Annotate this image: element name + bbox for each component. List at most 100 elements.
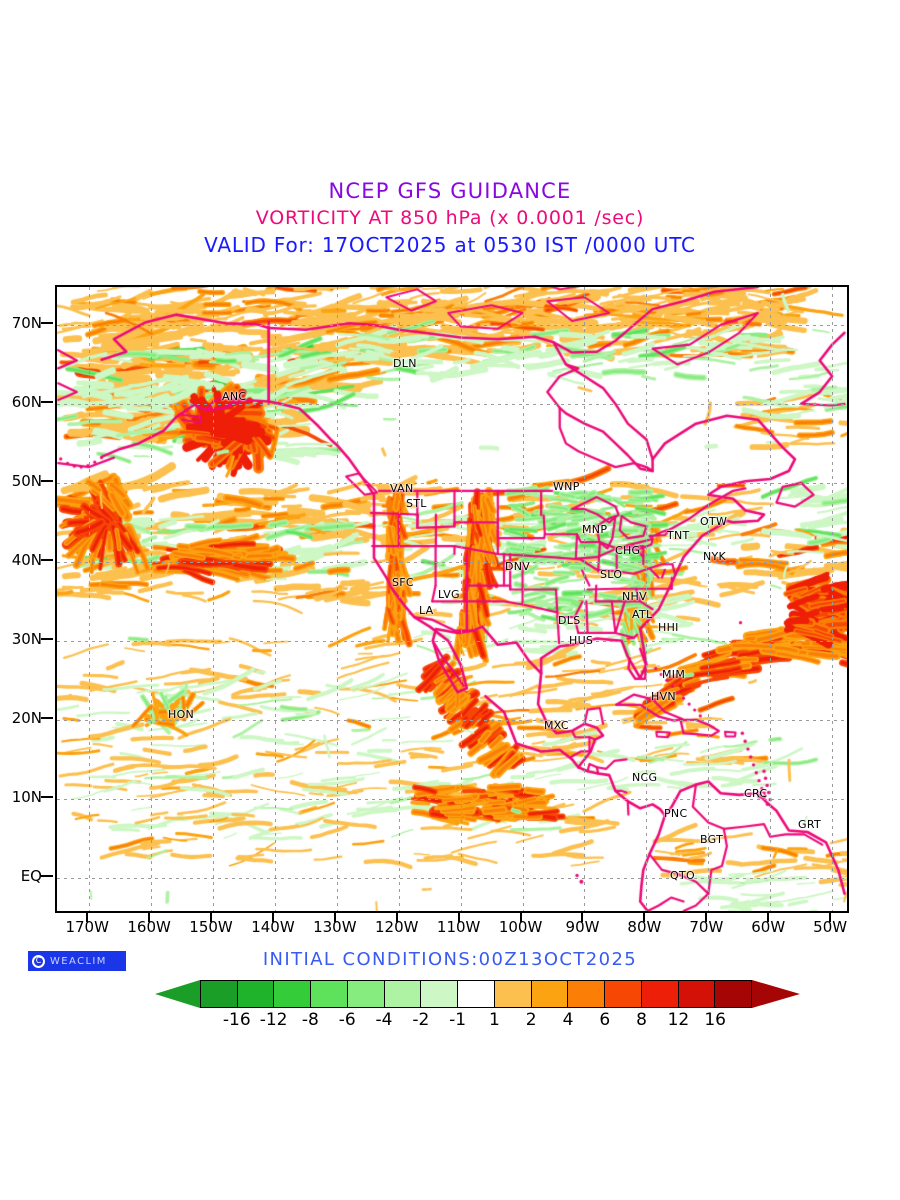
city-label: DLN	[393, 357, 417, 370]
longitude-tick-label: 120W	[375, 918, 419, 936]
colorbar-segment	[458, 981, 495, 1007]
city-label: SFC	[392, 576, 414, 589]
colorbar-tick-label: 16	[704, 1010, 727, 1030]
colorbar-segment	[201, 981, 238, 1007]
colorbar-tick-label: -12	[259, 1010, 288, 1030]
colorbar-segment	[384, 981, 422, 1007]
longitude-tick-mark	[705, 913, 708, 922]
colorbar-tick-label: -4	[375, 1010, 393, 1030]
colorbar-tick-label: 8	[636, 1010, 648, 1030]
city-label: CRC	[744, 787, 768, 800]
city-label: SLO	[600, 568, 623, 581]
city-label: DNV	[505, 560, 531, 573]
city-label: NYK	[703, 550, 727, 563]
latitude-tick-mark	[41, 795, 53, 798]
city-label: TNT	[667, 529, 690, 542]
colorbar-segment	[641, 981, 679, 1007]
longitude-tick-mark	[148, 913, 151, 922]
city-label: LVG	[438, 588, 460, 601]
longitude-tick-label: 90W	[565, 918, 600, 936]
latitude-tick-label: 40N	[11, 550, 42, 569]
city-label: LA	[419, 604, 434, 617]
latitude-tick-mark	[41, 874, 53, 877]
longitude-tick-label: 170W	[65, 918, 109, 936]
longitude-tick-label: 80W	[627, 918, 662, 936]
colorbar-tick-label: 1	[488, 1010, 500, 1030]
longitude-tick-mark	[767, 913, 770, 922]
city-label: MIM	[662, 668, 686, 681]
longitude-tick-label: 130W	[313, 918, 357, 936]
vorticity-heatmap-canvas	[57, 287, 847, 911]
city-label: HON	[168, 708, 195, 721]
latitude-tick-label: 60N	[11, 392, 42, 411]
colorbar-segment	[274, 981, 312, 1007]
city-label: PNC	[664, 807, 688, 820]
longitude-tick-mark	[210, 913, 213, 922]
colorbar-segment	[494, 981, 532, 1007]
city-label: VAN	[390, 482, 414, 495]
latitude-tick-label: 50N	[11, 471, 42, 490]
latitude-tick-mark	[41, 716, 53, 719]
colorbar-arrow-low	[155, 980, 200, 1008]
latitude-tick-label: 30N	[11, 629, 42, 648]
latitude-tick-mark	[41, 400, 53, 403]
city-label: STL	[406, 497, 427, 510]
longitude-tick-mark	[333, 913, 336, 922]
longitude-tick-mark	[643, 913, 646, 922]
longitude-tick-label: 110W	[436, 918, 481, 936]
title-valid-for: VALID For: 17OCT2025 at 0530 IST /0000 U…	[204, 233, 696, 257]
latitude-tick-mark	[41, 637, 53, 640]
longitude-tick-mark	[581, 913, 584, 922]
latitude-tick-mark	[41, 321, 53, 324]
colorbar-tick-label: -16	[222, 1010, 251, 1030]
city-label: HVN	[651, 690, 676, 703]
colorbar-tick-label: 2	[525, 1010, 537, 1030]
city-label: ANC	[222, 390, 247, 403]
colorbar-segment	[678, 981, 716, 1007]
longitude-tick-label: 70W	[689, 918, 724, 936]
longitude-tick-label: 100W	[498, 918, 543, 936]
longitude-tick-mark	[457, 913, 460, 922]
colorbar-segment	[531, 981, 569, 1007]
colorbar-tick-label: -8	[301, 1010, 319, 1030]
title-subtitle: VORTICITY AT 850 hPa (x 0.0001 /sec)	[255, 207, 645, 229]
longitude-tick-label: 160W	[127, 918, 171, 936]
colorbar-arrow-high	[752, 980, 800, 1008]
colorbar-segment	[237, 981, 275, 1007]
title-block: NCEP GFS GUIDANCE VORTICITY AT 850 hPa (…	[0, 178, 900, 259]
city-label: WNP	[553, 480, 580, 493]
longitude-tick-label: 150W	[189, 918, 233, 936]
city-label: NHV	[622, 590, 647, 603]
longitude-tick-mark	[519, 913, 522, 922]
city-label: OTW	[700, 515, 728, 528]
colorbar-segments	[200, 980, 752, 1008]
latitude-tick-label: 20N	[11, 708, 42, 727]
colorbar-segment	[715, 981, 752, 1007]
colorbar-tick-label: -1	[449, 1010, 467, 1030]
page-title: NCEP GFS GUIDANCE	[328, 179, 572, 203]
colorbar-segment	[605, 981, 642, 1007]
colorbar: -16 -12 -8 -6 -4 -2 -1 1 2 4 6 8 12 16	[155, 980, 800, 1040]
weaclim-logo[interactable]: C WEACLIM	[28, 951, 126, 971]
colorbar-tick-label: -2	[412, 1010, 430, 1030]
city-label: DLS	[558, 614, 581, 627]
copyright-icon: C	[32, 954, 45, 968]
latitude-tick-mark	[41, 479, 53, 482]
longitude-tick-label: 60W	[751, 918, 786, 936]
city-label: HHI	[658, 621, 679, 634]
longitude-tick-mark	[271, 913, 274, 922]
longitude-tick-mark	[829, 913, 832, 922]
latitude-tick-label: EQ	[20, 866, 42, 885]
city-label: HUS	[569, 634, 594, 647]
city-label: QTO	[670, 869, 695, 882]
logo-label: WEACLIM	[50, 955, 107, 967]
longitude-tick-label: 140W	[251, 918, 295, 936]
colorbar-segment	[311, 981, 348, 1007]
city-label: CHG	[615, 544, 641, 557]
colorbar-segment	[421, 981, 459, 1007]
city-label: ATL	[632, 608, 653, 621]
city-label: BGT	[700, 833, 724, 846]
colorbar-segment	[347, 981, 385, 1007]
colorbar-tick-label: 6	[599, 1010, 611, 1030]
colorbar-segment	[568, 981, 606, 1007]
